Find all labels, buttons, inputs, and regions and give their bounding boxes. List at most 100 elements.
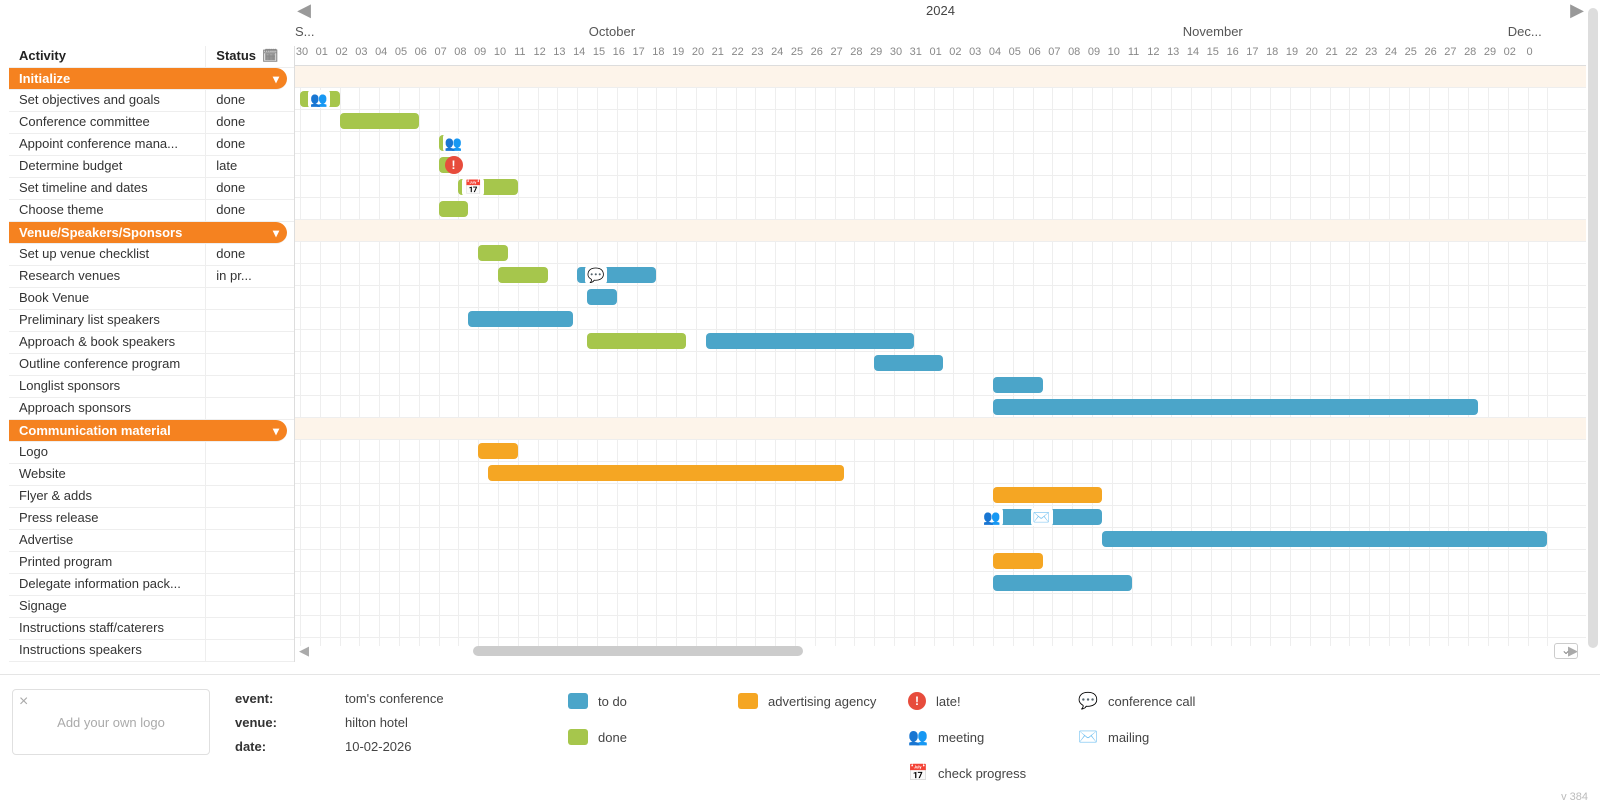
activity-cell[interactable]: Determine budget (9, 156, 206, 178)
timeline[interactable]: ◀ ▶ 2024 S...OctoberNovemberDec... 30010… (295, 0, 1586, 646)
status-cell[interactable] (206, 486, 294, 508)
status-cell[interactable] (206, 552, 294, 574)
activity-cell[interactable]: Website (9, 464, 206, 486)
status-cell[interactable] (206, 288, 294, 310)
status-cell[interactable] (206, 376, 294, 398)
gantt-bar[interactable] (488, 465, 844, 481)
meta-value[interactable]: 10-02-2026 (345, 739, 412, 754)
status-cell[interactable] (206, 574, 294, 596)
activity-cell[interactable]: Printed program (9, 552, 206, 574)
col-status-header[interactable]: Status🗓 (206, 46, 294, 68)
gantt-bar[interactable] (587, 289, 617, 305)
timeline-row[interactable] (295, 286, 1586, 308)
group-header[interactable]: Initialize (9, 68, 287, 90)
status-cell[interactable]: late (206, 156, 294, 178)
timeline-row[interactable] (295, 462, 1586, 484)
activity-cell[interactable]: Choose theme (9, 200, 206, 222)
activity-cell[interactable]: Press release (9, 508, 206, 530)
timeline-row[interactable] (295, 308, 1586, 330)
activity-cell[interactable]: Instructions staff/caterers (9, 618, 206, 640)
timeline-group-band[interactable] (295, 220, 1586, 242)
activity-cell[interactable]: Set timeline and dates (9, 178, 206, 200)
gantt-bar[interactable] (993, 487, 1102, 503)
timeline-row[interactable]: 👥✉️ (295, 506, 1586, 528)
timeline-row[interactable]: 📅 (295, 176, 1586, 198)
activity-cell[interactable]: Book Venue (9, 288, 206, 310)
timeline-row[interactable] (295, 374, 1586, 396)
status-cell[interactable] (206, 442, 294, 464)
timeline-row[interactable] (295, 352, 1586, 374)
timeline-row[interactable] (295, 440, 1586, 462)
timeline-row[interactable] (295, 242, 1586, 264)
activity-cell[interactable]: Research venues (9, 266, 206, 288)
gantt-bar[interactable] (498, 267, 548, 283)
status-cell[interactable]: in pr... (206, 266, 294, 288)
activity-cell[interactable]: Longlist sponsors (9, 376, 206, 398)
activity-cell[interactable]: Set up venue checklist (9, 244, 206, 266)
gantt-bar[interactable] (478, 443, 518, 459)
gantt-bar[interactable] (993, 399, 1478, 415)
activity-cell[interactable]: Conference committee (9, 112, 206, 134)
activity-cell[interactable]: Flyer & adds (9, 486, 206, 508)
gantt-bar[interactable] (706, 333, 914, 349)
activity-cell[interactable]: Approach & book speakers (9, 332, 206, 354)
status-cell[interactable]: done (206, 90, 294, 112)
timeline-group-band[interactable] (295, 66, 1586, 88)
status-cell[interactable] (206, 618, 294, 640)
timeline-row[interactable] (295, 572, 1586, 594)
hscroll-left[interactable]: ◀ (295, 643, 313, 659)
hscroll-thumb[interactable] (473, 646, 803, 656)
close-icon[interactable]: × (19, 693, 28, 711)
timeline-row[interactable] (295, 110, 1586, 132)
timeline-row[interactable]: 👥 (295, 132, 1586, 154)
timeline-row[interactable] (295, 550, 1586, 572)
timeline-row[interactable] (295, 396, 1586, 418)
timeline-row[interactable]: 💬 (295, 264, 1586, 286)
status-cell[interactable]: done (206, 200, 294, 222)
vertical-scrollbar[interactable] (1588, 8, 1598, 648)
logo-dropzone[interactable]: × Add your own logo (12, 689, 210, 755)
horizontal-scrollbar[interactable]: ◀ ▶ (295, 644, 1582, 658)
timeline-row[interactable] (295, 594, 1586, 616)
activity-cell[interactable]: Approach sponsors (9, 398, 206, 420)
status-cell[interactable] (206, 310, 294, 332)
status-cell[interactable] (206, 354, 294, 376)
activity-cell[interactable]: Preliminary list speakers (9, 310, 206, 332)
status-cell[interactable] (206, 508, 294, 530)
timeline-row[interactable] (295, 484, 1586, 506)
status-cell[interactable] (206, 596, 294, 618)
timeline-row[interactable] (295, 616, 1586, 638)
gantt-bar[interactable] (340, 113, 419, 129)
gantt-bar[interactable] (478, 245, 508, 261)
timeline-row[interactable] (295, 528, 1586, 550)
activity-cell[interactable]: Delegate information pack... (9, 574, 206, 596)
gantt-bar[interactable] (993, 575, 1132, 591)
gantt-bar[interactable] (468, 311, 573, 327)
col-activity-header[interactable]: Activity (9, 46, 206, 68)
activity-cell[interactable]: Appoint conference mana... (9, 134, 206, 156)
gantt-bar[interactable] (587, 333, 686, 349)
timeline-row[interactable] (295, 330, 1586, 352)
status-cell[interactable] (206, 530, 294, 552)
meta-value[interactable]: hilton hotel (345, 715, 408, 730)
status-cell[interactable]: done (206, 112, 294, 134)
status-cell[interactable]: done (206, 244, 294, 266)
activity-cell[interactable]: Advertise (9, 530, 206, 552)
timeline-row[interactable] (295, 198, 1586, 220)
status-cell[interactable]: done (206, 134, 294, 156)
activity-cell[interactable]: Logo (9, 442, 206, 464)
activity-cell[interactable]: Set objectives and goals (9, 90, 206, 112)
timeline-row[interactable]: ! (295, 154, 1586, 176)
timeline-row[interactable]: 👥 (295, 88, 1586, 110)
gantt-bar[interactable] (874, 355, 943, 371)
status-cell[interactable] (206, 464, 294, 486)
status-cell[interactable]: done (206, 178, 294, 200)
status-cell[interactable] (206, 332, 294, 354)
activity-cell[interactable]: Outline conference program (9, 354, 206, 376)
gantt-bar[interactable] (993, 553, 1043, 569)
status-cell[interactable] (206, 640, 294, 662)
status-cell[interactable] (206, 398, 294, 420)
gantt-bar[interactable] (993, 377, 1043, 393)
group-header[interactable]: Communication material (9, 420, 287, 442)
activity-cell[interactable]: Signage (9, 596, 206, 618)
